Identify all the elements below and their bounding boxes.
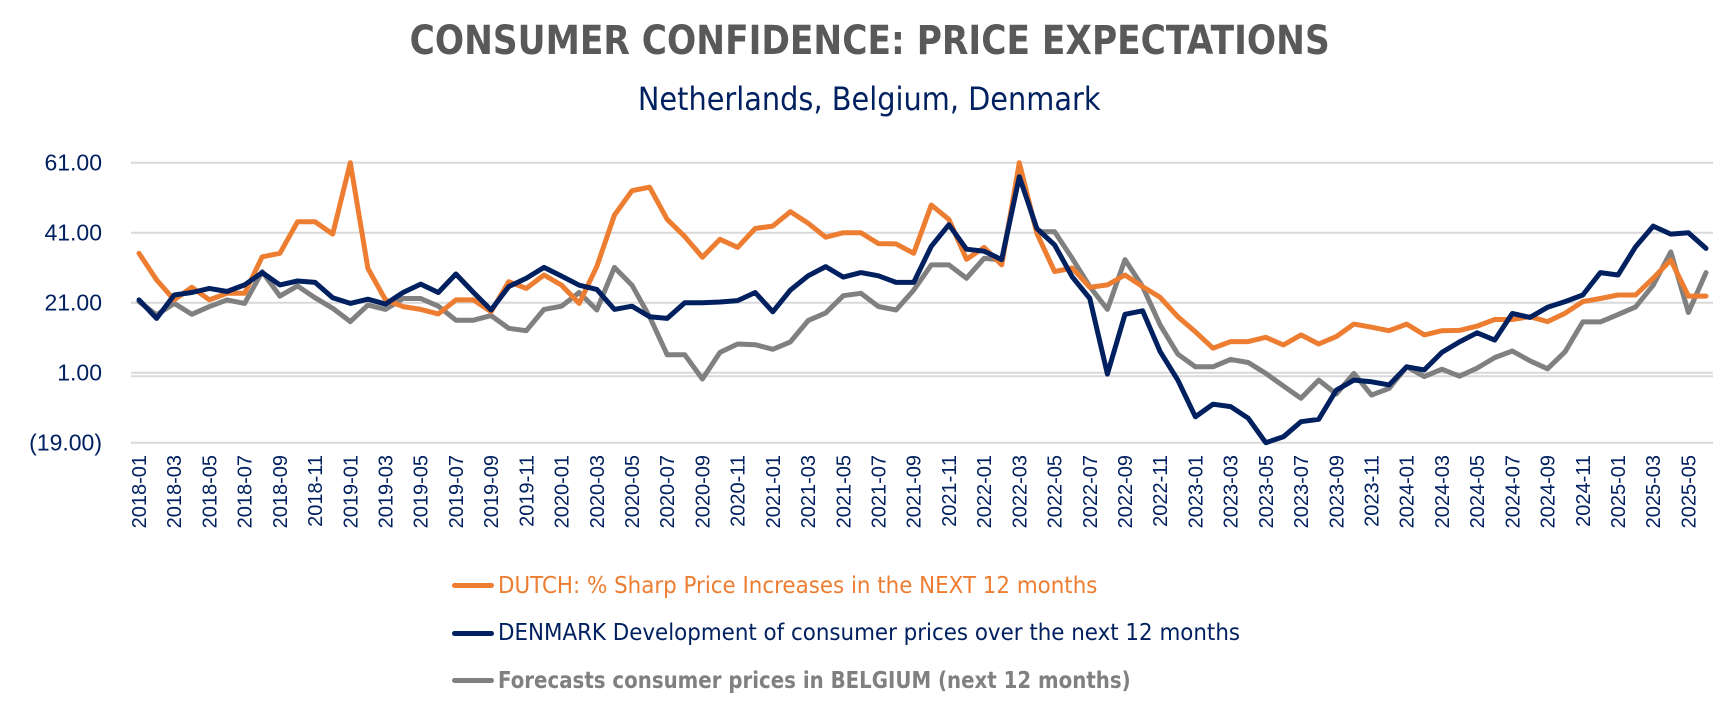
x-tick-label: 2022-05	[1045, 455, 1067, 528]
series-line-denmark	[136, 174, 1709, 446]
y-tick-label: (19.00)	[29, 430, 102, 456]
x-tick-label: 2025-03	[1643, 455, 1665, 528]
y-tick-label: 21.00	[44, 290, 102, 316]
x-tick-label: 2020-03	[587, 455, 609, 528]
chart-subtitle: Netherlands, Belgium, Denmark	[637, 80, 1101, 118]
x-tick-label: 2021-01	[763, 455, 785, 528]
x-tick-label: 2019-01	[340, 455, 362, 528]
x-tick-label: 2024-07	[1502, 455, 1524, 528]
legend-label-belgium: Forecasts consumer prices in BELGIUM (ne…	[498, 667, 1131, 694]
x-tick-label: 2024-05	[1467, 455, 1489, 528]
x-tick-label: 2018-05	[199, 455, 221, 528]
x-tick-label: 2023-11	[1361, 455, 1383, 527]
x-tick-label: 2023-03	[1221, 455, 1243, 528]
x-tick-label: 2023-01	[1185, 455, 1207, 528]
legend-item-belgium[interactable]: Forecasts consumer prices in BELGIUM (ne…	[452, 657, 1296, 705]
x-tick-label: 2022-11	[1150, 455, 1172, 527]
x-tick-label: 2023-07	[1291, 455, 1313, 528]
x-tick-label: 2020-09	[692, 455, 714, 528]
x-tick-label: 2024-11	[1573, 455, 1595, 527]
x-tick-label: 2022-01	[974, 455, 996, 528]
y-tick-label: 41.00	[44, 220, 102, 246]
x-tick-label: 2021-11	[939, 455, 961, 527]
series-lines	[136, 160, 1709, 446]
legend-swatch-denmark	[452, 630, 494, 636]
legend-label-dutch: DUTCH: % Sharp Price Increases in the NE…	[498, 572, 1098, 599]
series-line-belgium	[136, 168, 1709, 401]
legend: DUTCH: % Sharp Price Increases in the NE…	[452, 562, 1296, 705]
x-tick-label: 2020-01	[552, 455, 574, 528]
x-tick-label: 2018-09	[270, 455, 292, 528]
x-tick-label: 2019-11	[516, 455, 538, 527]
x-tick-label: 2021-09	[904, 455, 926, 528]
x-tick-label: 2023-05	[1256, 455, 1278, 528]
legend-swatch-dutch	[452, 583, 494, 589]
x-tick-label: 2021-05	[833, 455, 855, 528]
x-tick-label: 2020-05	[622, 455, 644, 528]
x-tick-label: 2018-11	[305, 455, 327, 527]
y-tick-label: 61.00	[44, 150, 102, 176]
legend-label-denmark: DENMARK Development of consumer prices o…	[498, 620, 1241, 647]
y-axis: 61.00 41.00 21.00 1.00 (19.00)	[29, 150, 102, 456]
x-tick-label: 2022-07	[1080, 455, 1102, 528]
legend-item-denmark[interactable]: DENMARK Development of consumer prices o…	[452, 610, 1296, 658]
x-tick-label: 2019-07	[446, 455, 468, 528]
x-tick-label: 2019-05	[411, 455, 433, 528]
x-tick-label: 2018-01	[129, 455, 151, 528]
series-line-dutch	[136, 160, 1709, 351]
chart-title: CONSUMER CONFIDENCE: PRICE EXPECTATIONS	[409, 18, 1330, 64]
x-tick-label: 2023-09	[1326, 455, 1348, 528]
legend-item-dutch[interactable]: DUTCH: % Sharp Price Increases in the NE…	[452, 562, 1296, 610]
y-tick-label: 1.00	[57, 360, 102, 386]
x-tick-label: 2025-01	[1608, 455, 1630, 528]
x-tick-label: 2018-07	[235, 455, 257, 528]
x-tick-label: 2019-03	[375, 455, 397, 528]
x-tick-label: 2019-09	[481, 455, 503, 528]
x-tick-label: 2024-03	[1432, 455, 1454, 528]
x-tick-label: 2022-03	[1009, 455, 1031, 528]
x-tick-label: 2022-09	[1115, 455, 1137, 528]
legend-swatch-belgium	[452, 678, 494, 684]
x-tick-label: 2025-05	[1678, 455, 1700, 528]
x-tick-label: 2020-11	[728, 455, 750, 527]
x-tick-label: 2024-09	[1538, 455, 1560, 528]
x-tick-label: 2021-03	[798, 455, 820, 528]
x-tick-label: 2018-03	[164, 455, 186, 528]
x-tick-label: 2021-07	[868, 455, 890, 528]
x-tick-label: 2024-01	[1397, 455, 1419, 528]
x-axis: 2018-01 2018-03 2018-05 2018-07 2018-09 2018-…	[129, 455, 1700, 528]
x-tick-label: 2020-07	[657, 455, 679, 528]
